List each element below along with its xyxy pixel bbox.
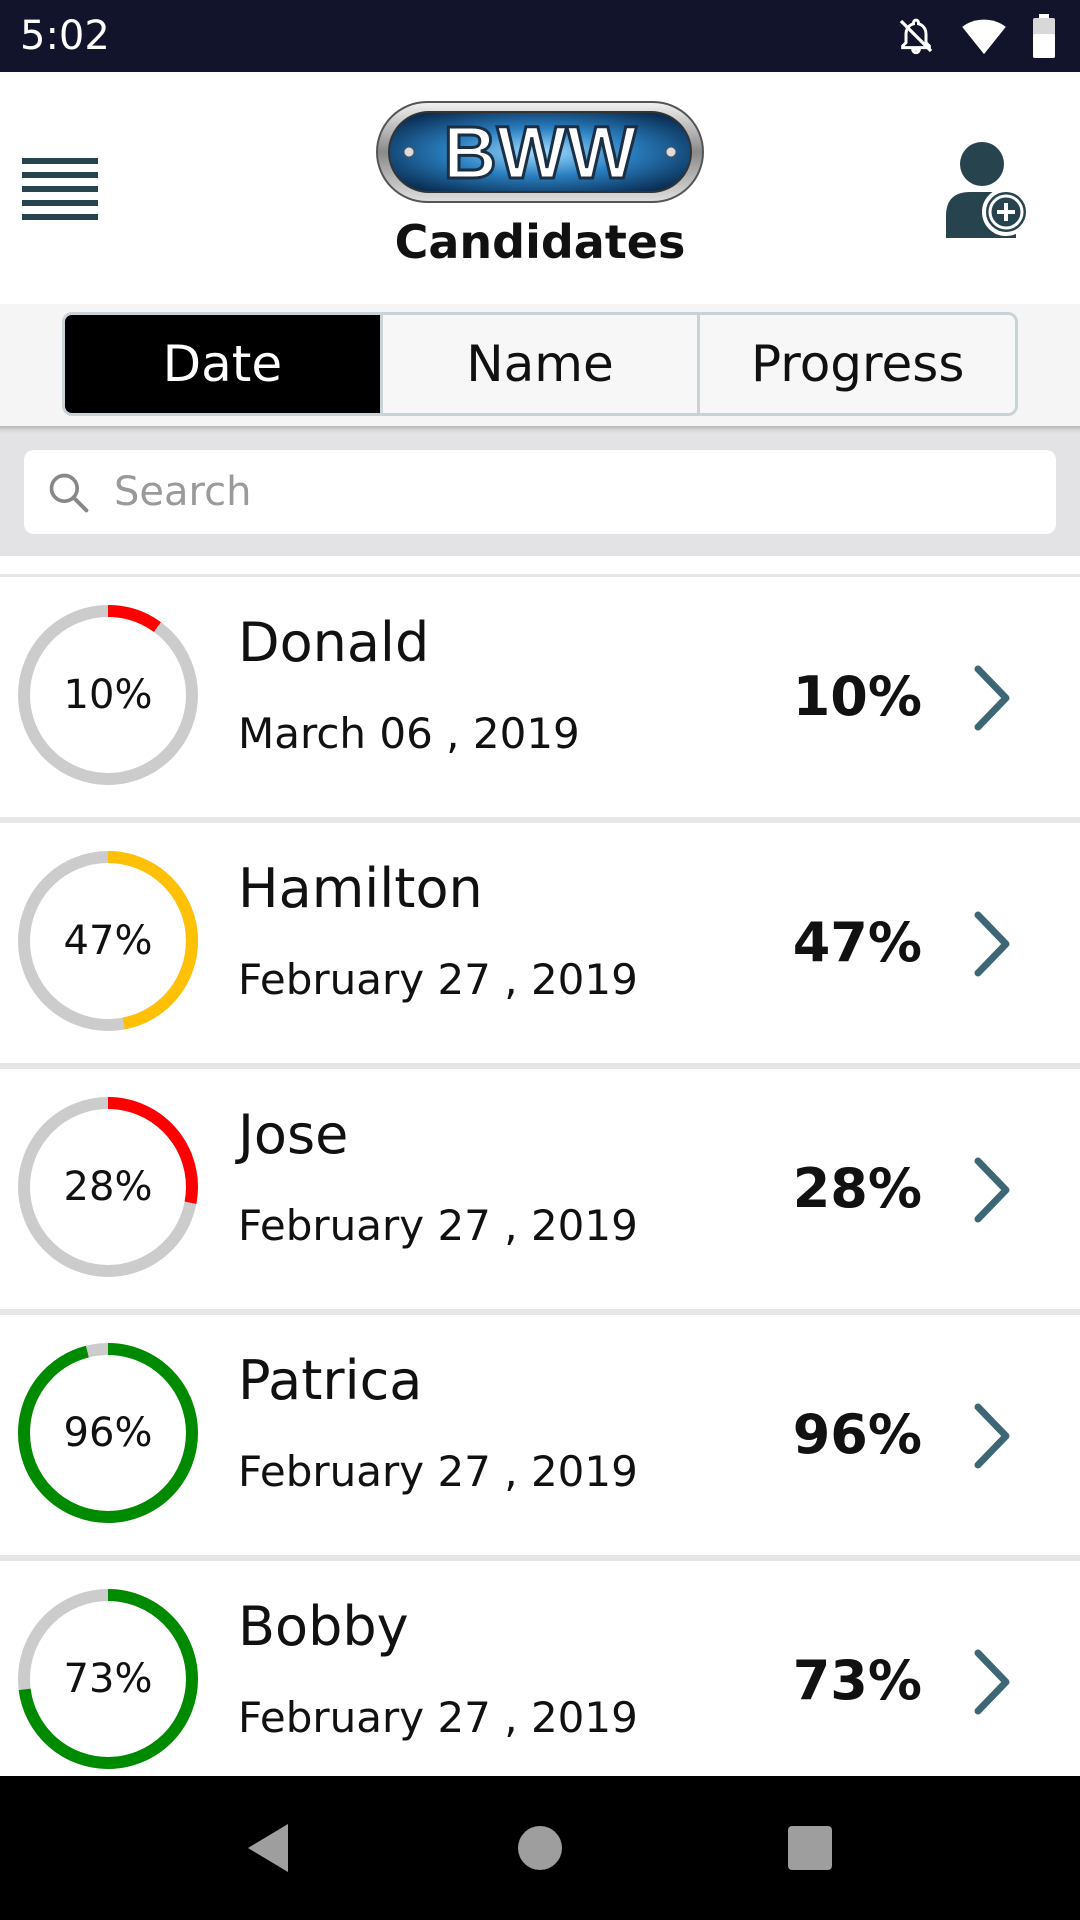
progress-ring-label: 96% — [63, 1410, 153, 1456]
candidate-list: 10% Donald March 06 , 2019 10% 47% Hamil… — [0, 574, 1080, 1776]
search-input[interactable] — [114, 469, 1014, 515]
status-icons — [896, 14, 1056, 58]
status-bar: 5:02 — [0, 0, 1080, 72]
candidate-row[interactable]: 28% Jose February 27 , 2019 28% — [0, 1066, 1080, 1312]
page-title: Candidates — [394, 215, 686, 269]
search-box[interactable] — [24, 450, 1056, 534]
hamburger-menu-icon[interactable] — [22, 158, 100, 222]
progress-ring-arc — [18, 605, 198, 785]
candidate-progress: 10% — [792, 665, 922, 728]
candidate-row[interactable]: 10% Donald March 06 , 2019 10% — [0, 574, 1080, 820]
chevron-right-icon[interactable] — [970, 909, 1014, 979]
status-time: 5:02 — [20, 13, 110, 59]
notifications-off-icon — [899, 18, 933, 55]
tab-name[interactable]: Name — [383, 315, 701, 413]
search-icon — [49, 473, 89, 513]
recents-icon[interactable] — [780, 1818, 840, 1878]
add-user-icon[interactable] — [946, 140, 1030, 240]
progress-ring-label: 28% — [63, 1164, 153, 1210]
chevron-right-icon[interactable] — [970, 1155, 1014, 1225]
candidate-progress: 47% — [792, 911, 922, 974]
bww-logo: BWW — [375, 98, 705, 206]
candidate-row[interactable]: 96% Patrica February 27 , 2019 96% — [0, 1312, 1080, 1558]
search-area — [0, 426, 1080, 556]
candidate-name: Patrica — [238, 1349, 423, 1412]
progress-ring — [18, 1097, 198, 1277]
back-icon[interactable] — [240, 1818, 300, 1878]
system-nav-bar — [0, 1776, 1080, 1920]
candidate-name: Donald — [238, 611, 430, 674]
candidate-name: Jose — [238, 1103, 349, 1166]
candidate-date: March 06 , 2019 — [238, 709, 580, 758]
candidate-date: February 27 , 2019 — [238, 1201, 638, 1250]
progress-ring-arc — [18, 1343, 198, 1523]
candidate-progress: 73% — [792, 1649, 922, 1712]
progress-ring-arc — [18, 851, 198, 1031]
chevron-right-icon[interactable] — [970, 1647, 1014, 1717]
progress-ring-arc — [18, 1097, 198, 1277]
app-header: BWW Candidates — [0, 72, 1080, 304]
home-icon[interactable] — [510, 1818, 570, 1878]
logo-text: BWW — [443, 111, 636, 194]
candidate-row[interactable]: 47% Hamilton February 27 , 2019 47% — [0, 820, 1080, 1066]
sort-tabs-area: Date Name Progress — [0, 304, 1080, 426]
candidate-progress: 28% — [792, 1157, 922, 1220]
candidate-name: Bobby — [238, 1595, 409, 1658]
progress-ring-label: 47% — [63, 918, 153, 964]
chevron-right-icon[interactable] — [970, 663, 1014, 733]
progress-ring-arc — [18, 1589, 198, 1769]
candidate-row[interactable]: 73% Bobby February 27 , 2019 73% — [0, 1558, 1080, 1776]
candidate-date: February 27 , 2019 — [238, 1447, 638, 1496]
tab-progress[interactable]: Progress — [750, 335, 965, 393]
progress-ring — [18, 1589, 198, 1769]
progress-ring — [18, 1343, 198, 1523]
progress-ring-label: 10% — [63, 672, 153, 718]
candidate-progress: 96% — [792, 1403, 922, 1466]
chevron-right-icon[interactable] — [970, 1401, 1014, 1471]
candidate-date: February 27 , 2019 — [238, 1693, 638, 1742]
battery-icon — [1033, 14, 1055, 58]
sort-tabs: Date Name Progress — [62, 312, 1018, 416]
progress-ring-label: 73% — [63, 1656, 153, 1702]
tab-date[interactable]: Date — [65, 315, 383, 413]
wifi-icon — [962, 19, 1006, 55]
progress-ring — [18, 851, 198, 1031]
candidate-name: Hamilton — [238, 857, 483, 920]
progress-ring — [18, 605, 198, 785]
candidate-date: February 27 , 2019 — [238, 955, 638, 1004]
